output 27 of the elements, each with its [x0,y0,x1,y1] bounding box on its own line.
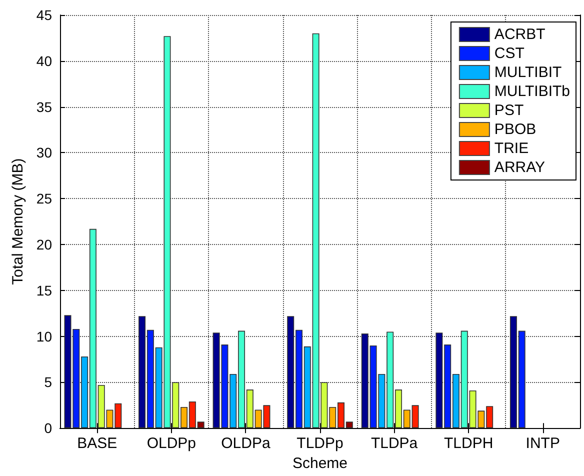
legend-label: MULTIBITb [494,83,570,100]
x-tick-label: INTP [526,435,560,452]
x-tick-label: TLDPH [444,435,494,452]
x-tick-label: TLDPp [296,435,344,452]
y-tick-label: 30 [36,144,52,161]
y-axis-title: Total Memory (MB) [10,158,27,285]
y-tick-label: 5 [44,374,52,390]
y-tick-label: 10 [36,328,52,344]
y-tick-label: 25 [36,190,52,207]
x-axis-title: Scheme [292,455,348,472]
legend-label: ARRAY [494,159,546,176]
legend-label: PBOB [494,121,536,138]
legend-label: ACRBT [494,26,546,43]
legend-label: CST [494,45,524,62]
y-tick-label: 40 [36,52,52,69]
x-tick-label: OLDPp [146,435,196,452]
y-tick-label: 20 [36,236,52,252]
legend-label: MULTIBIT [494,64,562,81]
x-tick-label: TLDPa [370,435,418,452]
y-tick-label: 45 [36,7,52,23]
legend-label: TRIE [494,140,529,157]
x-tick-label: BASE [77,435,118,452]
y-tick-label: 15 [36,282,52,298]
y-tick-label: 0 [44,420,52,436]
legend-label: PST [494,102,524,119]
y-tick-label: 35 [36,98,52,115]
x-tick-label: OLDPa [221,435,271,452]
